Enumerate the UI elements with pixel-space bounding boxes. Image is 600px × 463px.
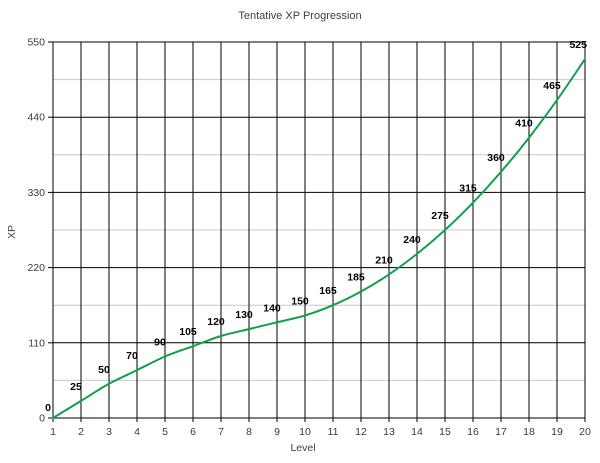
y-tick-label: 220 xyxy=(27,262,45,274)
xp-line xyxy=(52,58,586,419)
data-label: 90 xyxy=(154,336,166,348)
x-axis-title: Level xyxy=(290,442,315,454)
data-label: 50 xyxy=(98,364,110,376)
data-label: 120 xyxy=(207,316,225,328)
data-label: 210 xyxy=(375,254,393,266)
x-tick-label: 7 xyxy=(218,426,224,438)
x-tick-label: 14 xyxy=(411,426,423,438)
data-label: 410 xyxy=(515,118,533,130)
x-tick-label: 11 xyxy=(328,426,339,438)
chart-title: Tentative XP Progression xyxy=(238,10,361,22)
x-tick-label: 8 xyxy=(246,426,252,438)
minor-gridlines xyxy=(53,79,585,381)
major-gridlines xyxy=(53,41,585,419)
data-label: 465 xyxy=(543,80,561,92)
data-label: 70 xyxy=(126,350,138,362)
x-tick-label: 19 xyxy=(551,426,563,438)
data-label: 140 xyxy=(263,302,281,314)
y-tick-label: 110 xyxy=(28,337,45,349)
x-tick-label: 15 xyxy=(439,426,451,438)
x-tick-label: 1 xyxy=(50,426,56,438)
xp-series-line xyxy=(52,58,586,419)
data-label: 130 xyxy=(235,309,253,321)
x-tick-labels: 1 2 3 4 5 6 7 8 9 10 11 12 13 14 15 16 17 18 19 20 xyxy=(50,426,591,438)
data-label: 105 xyxy=(179,326,197,338)
x-tick-label: 18 xyxy=(523,426,535,438)
y-tick-label: 0 xyxy=(39,413,45,425)
data-labels: 0 25 50 70 90 105 120 130 140 150 165 185 210 240 275 3… xyxy=(45,39,587,414)
x-tick-label: 5 xyxy=(162,426,168,438)
x-tick-label: 10 xyxy=(299,426,311,438)
data-label: 360 xyxy=(487,152,505,164)
x-tick-label: 3 xyxy=(106,426,112,438)
vertical-gridlines xyxy=(52,42,586,418)
y-tick-label: 440 xyxy=(27,112,45,124)
data-label: 165 xyxy=(319,285,337,297)
data-label: 315 xyxy=(459,183,477,195)
data-label: 275 xyxy=(431,210,449,222)
data-label: 525 xyxy=(569,39,587,51)
x-tick-label: 12 xyxy=(355,426,367,438)
x-tick-label: 9 xyxy=(274,426,280,438)
x-tick-label: 16 xyxy=(467,426,479,438)
y-tick-label: 550 xyxy=(27,37,45,49)
x-tick-label: 17 xyxy=(495,426,507,438)
x-tick-label: 2 xyxy=(78,426,84,438)
data-label: 0 xyxy=(45,402,51,414)
data-label: 185 xyxy=(347,272,365,284)
y-tick-label: 330 xyxy=(27,187,45,199)
x-tick-label: 13 xyxy=(383,426,395,438)
x-tick-label: 20 xyxy=(579,426,591,438)
data-label: 240 xyxy=(403,234,421,246)
data-label: 25 xyxy=(70,381,82,393)
x-tick-label: 6 xyxy=(190,426,196,438)
y-tick-labels: 0 110 220 330 440 550 xyxy=(27,37,45,425)
data-label: 150 xyxy=(291,295,309,307)
y-axis-title: XP xyxy=(6,225,18,239)
axis-ticks xyxy=(48,41,586,422)
x-tick-label: 4 xyxy=(134,426,140,438)
